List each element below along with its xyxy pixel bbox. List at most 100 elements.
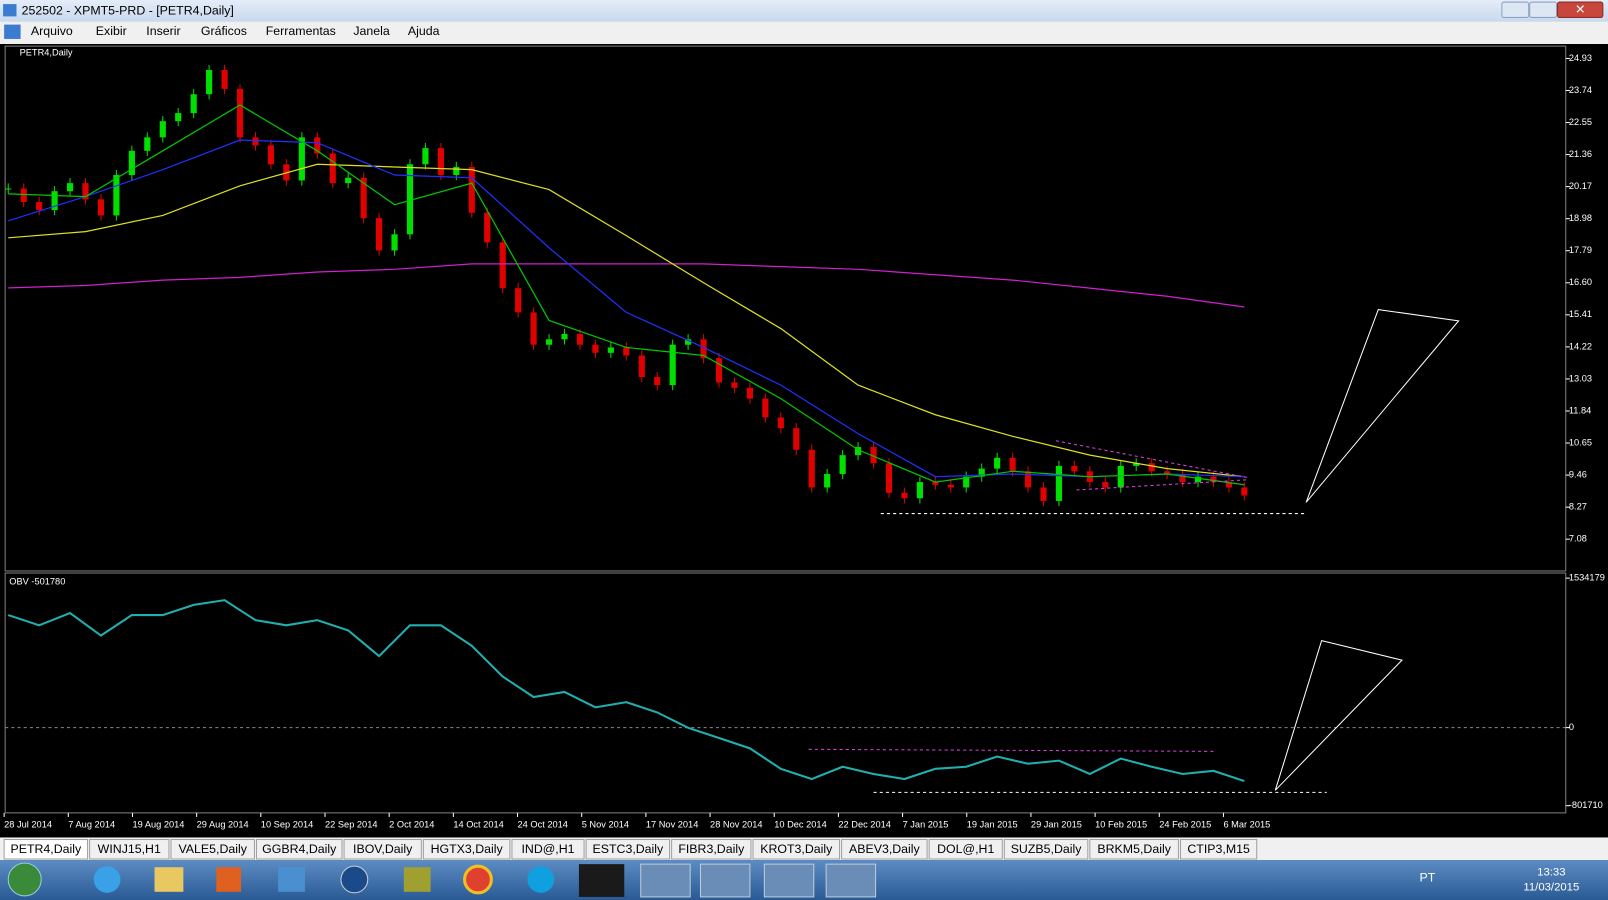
candle-body (638, 355, 645, 378)
candle-body (947, 484, 954, 488)
tab-label[interactable]: DOL@,H1 (937, 842, 994, 856)
doc-icon (4, 24, 21, 39)
candle-body (932, 482, 939, 485)
tab[interactable] (89, 839, 170, 860)
maximize-button[interactable] (1529, 1, 1558, 18)
date-label: 28 Nov 2014 (710, 820, 763, 830)
menu-item[interactable]: Ferramentas (266, 24, 336, 38)
menu-item[interactable]: Gráficos (201, 24, 247, 38)
candle-body (901, 492, 908, 499)
tab[interactable] (585, 839, 671, 860)
tab[interactable] (752, 839, 841, 860)
menu-item[interactable]: Arquivo (31, 24, 73, 38)
price-tick-label: 24.93 (1569, 53, 1592, 63)
image-icon[interactable] (699, 863, 751, 898)
tab[interactable] (343, 839, 422, 860)
tab-label[interactable]: PETR4,Daily (10, 842, 82, 856)
tab-label[interactable]: IND@,H1 (521, 842, 574, 856)
candle-body (963, 476, 970, 488)
candle-body (298, 137, 305, 181)
candle-body (824, 474, 831, 488)
tab[interactable] (928, 839, 1003, 860)
candle-body (839, 455, 846, 475)
tab[interactable] (1179, 839, 1258, 860)
tab-label[interactable]: HGTX3,Daily (431, 842, 504, 856)
date-label: 10 Dec 2014 (774, 820, 827, 830)
candle-body (715, 358, 723, 383)
app-icon[interactable] (403, 867, 431, 892)
obv-tick-label: 1534179 (1569, 573, 1605, 583)
tab-label[interactable]: ABEV3,Daily (849, 842, 921, 856)
candle-body (144, 137, 151, 151)
hp-icon[interactable] (340, 865, 369, 894)
candle-body (437, 148, 444, 176)
tab[interactable] (170, 839, 255, 860)
obv-tick-label: 0 (1569, 722, 1574, 732)
menu-item[interactable]: Janela (353, 24, 390, 38)
moving-average (8, 139, 1245, 478)
candle-body (159, 121, 166, 138)
tab-label[interactable]: VALE5,Daily (178, 842, 247, 856)
price-tick-label: 7.08 (1569, 534, 1587, 544)
word-icon[interactable] (763, 863, 815, 898)
tab-label[interactable]: IBOV,Daily (353, 842, 413, 856)
candle-body (1148, 463, 1155, 472)
ie-icon[interactable] (93, 866, 121, 893)
menu-items: Arquivo Exibir Inserir Gráficos Ferramentas J… (31, 24, 440, 38)
candle-body (484, 212, 491, 243)
window-title: 252502 - XPMT5-PRD - [PETR4,Daily] (22, 4, 234, 18)
menu-item[interactable]: Exibir (96, 24, 127, 38)
tab[interactable] (841, 839, 928, 860)
tab[interactable] (1003, 839, 1089, 860)
tab-label[interactable]: WINJ15,H1 (98, 842, 161, 856)
price-tick-label: 23.74 (1569, 85, 1592, 95)
app-icon (3, 4, 17, 17)
chrome-icon[interactable] (463, 864, 493, 895)
price-tick-label: 11.84 (1569, 405, 1591, 415)
candle-body (916, 482, 923, 499)
triangle-drawing (1274, 640, 1403, 791)
candle-body (700, 339, 707, 359)
price-tick-label: 22.55 (1569, 117, 1592, 127)
candle-body (1071, 465, 1078, 472)
tab[interactable] (671, 839, 752, 860)
candle-body (1024, 471, 1032, 488)
tab-label[interactable]: BRKM5,Daily (1097, 842, 1171, 856)
xp-icon[interactable] (578, 864, 625, 897)
metatrader-icon[interactable] (640, 863, 691, 898)
candle-body (51, 191, 58, 211)
tab[interactable] (255, 839, 343, 860)
price-tick-label: 14.22 (1569, 341, 1592, 351)
tab-label[interactable]: ESTC3,Daily (592, 842, 664, 856)
app-icon[interactable] (278, 867, 305, 892)
tab-label[interactable]: KROT3,Daily (760, 842, 833, 856)
tab-label[interactable]: SUZB5,Daily (1011, 842, 1083, 856)
menu-item[interactable]: Ajuda (408, 24, 440, 38)
tab[interactable] (1089, 839, 1179, 860)
candle-body (669, 344, 676, 386)
price-tick-label: 20.17 (1569, 181, 1592, 191)
minimize-button[interactable] (1501, 1, 1530, 18)
candle-body (530, 312, 537, 345)
price-tick-label: 15.41 (1569, 309, 1592, 319)
tab-label[interactable]: CTIP3,M15 (1187, 842, 1250, 856)
date-label: 5 Nov 2014 (582, 820, 629, 830)
candle-body (345, 177, 352, 184)
folder-icon[interactable] (154, 867, 184, 892)
language[interactable]: PT (1419, 871, 1435, 885)
tab-label[interactable]: FIBR3,Daily (678, 842, 745, 856)
tab[interactable] (3, 839, 89, 860)
start-button[interactable] (7, 862, 42, 897)
tab[interactable] (511, 839, 585, 860)
clock-date[interactable]: 11/03/2015 (1523, 882, 1579, 894)
skype-icon[interactable] (527, 866, 555, 893)
menu-item[interactable]: Inserir (146, 24, 180, 38)
paint-icon[interactable] (825, 863, 877, 898)
clock-time[interactable]: 13:33 (1537, 866, 1565, 878)
media-icon[interactable] (216, 867, 242, 892)
tab-label[interactable]: GGBR4,Daily (262, 842, 337, 856)
tab[interactable] (422, 839, 511, 860)
candle-body (1009, 457, 1016, 472)
close-button[interactable] (1557, 1, 1604, 18)
candle-body (545, 339, 553, 345)
